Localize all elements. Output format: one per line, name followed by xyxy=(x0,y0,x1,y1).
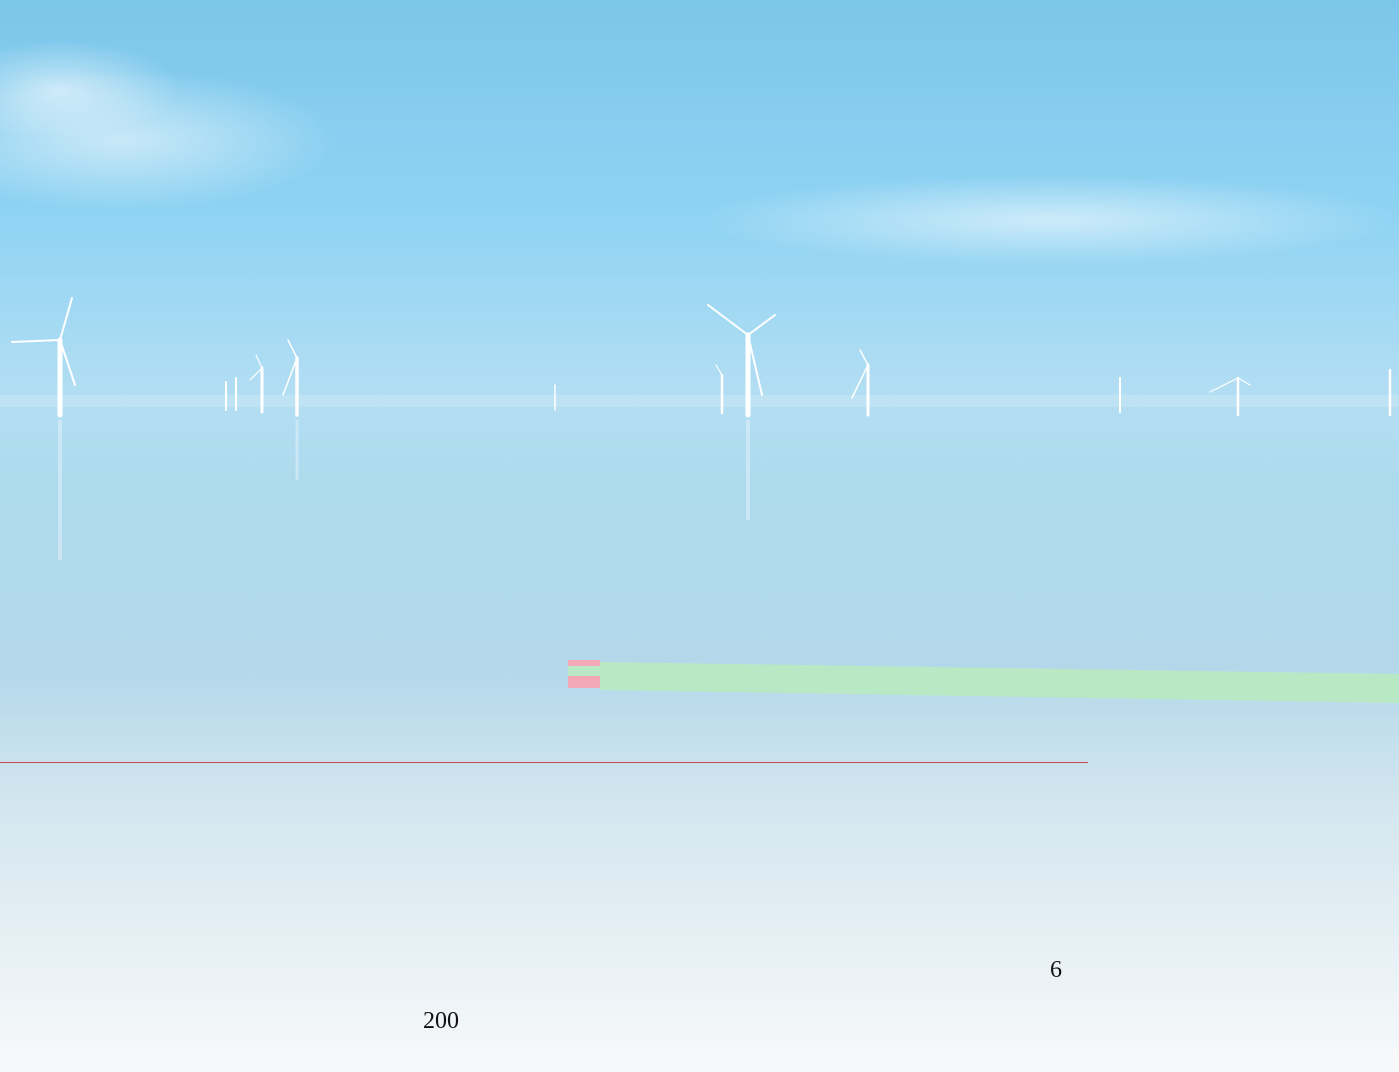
accent-stripe xyxy=(568,660,600,666)
cloud xyxy=(700,175,1399,265)
left-number: 200 xyxy=(423,1008,459,1034)
accent-band xyxy=(600,662,1399,703)
accent-stripe xyxy=(568,676,600,688)
reflections xyxy=(58,420,750,560)
horizon xyxy=(0,395,1399,407)
turbine xyxy=(11,297,76,418)
right-number: 6 xyxy=(1050,957,1062,983)
turbine xyxy=(715,364,724,415)
turbines xyxy=(11,297,1392,418)
turbine xyxy=(1209,376,1251,417)
turbine xyxy=(249,354,264,414)
turbine xyxy=(851,349,870,417)
cloud xyxy=(0,40,180,140)
turbine xyxy=(707,304,776,418)
turbine xyxy=(282,339,299,417)
accent-stripe xyxy=(568,666,600,676)
turbine xyxy=(225,377,237,411)
